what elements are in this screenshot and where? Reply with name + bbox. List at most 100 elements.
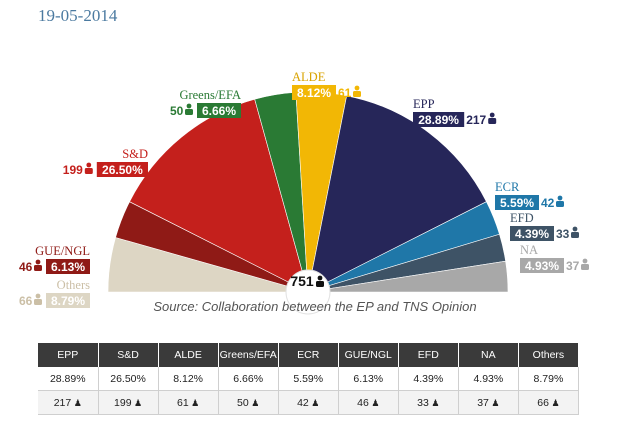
pct-value-alde: 8.12% <box>297 86 331 100</box>
slice-na <box>307 260 509 293</box>
person-icon <box>84 162 93 174</box>
seats-value-s-d: 199 <box>63 163 83 177</box>
person-icon <box>581 258 589 270</box>
seats-value-gue-ngl: 46 <box>19 260 33 274</box>
column-header-gue-ngl: GUE/NGL <box>338 343 399 367</box>
seats-cell-value: 33 <box>417 396 429 409</box>
column-header-s-d: S&D <box>98 343 159 367</box>
table-row-seats: 217 ♟ 199 ♟ 61 ♟ 50 ♟ 42 ♟ 46 ♟ 33 ♟ 37 ♟ 66 ♟ <box>38 390 580 415</box>
seats-cell: 33 ♟ <box>398 390 459 415</box>
seats-cell: 217 ♟ <box>38 390 99 415</box>
seats-cell-value: 37 <box>477 396 489 409</box>
seats-value-ecr: 42 <box>541 196 555 210</box>
person-icon <box>571 226 579 238</box>
pct-box-alde <box>292 85 336 100</box>
seats-cell: 50 ♟ <box>218 390 279 415</box>
person-icon: ♟ <box>131 397 143 408</box>
pct-cell: 8.12% <box>158 367 219 391</box>
pct-cell: 6.13% <box>338 367 399 391</box>
column-header-ecr: ECR <box>278 343 339 367</box>
column-header-epp: EPP <box>38 343 99 367</box>
pct-box-greens-efa <box>197 103 241 118</box>
pct-cell: 8.79% <box>518 367 580 391</box>
person-icon <box>316 275 324 287</box>
total-seats-value: 751 <box>290 273 314 289</box>
results-table: EPP S&D ALDE Greens/EFA ECR GUE/NGL EFD NA Other… <box>38 343 580 415</box>
seats-cell-value: 50 <box>237 396 249 409</box>
seats-value-alde: 61 <box>338 86 352 100</box>
source-note: Source: Collaboration between the EP and… <box>153 299 477 314</box>
party-name-ecr: ECR <box>495 180 520 194</box>
party-name-s-d: S&D <box>122 147 148 161</box>
party-name-na: NA <box>520 243 538 257</box>
seats-value-epp: 217 <box>466 113 486 127</box>
pct-value-efd: 4.39% <box>515 227 549 241</box>
pct-box-gue-ngl <box>46 259 90 274</box>
seats-cell: 199 ♟ <box>98 390 159 415</box>
label-s-d: S&D 26.50% 199 <box>63 147 148 177</box>
seats-cell-value: 217 <box>53 396 72 409</box>
seats-value-na: 37 <box>566 259 580 273</box>
label-efd: EFD 4.39% 33 <box>510 211 579 241</box>
pct-box-others <box>46 293 90 308</box>
person-icon: ♟ <box>488 397 500 408</box>
party-name-efd: EFD <box>510 211 534 225</box>
person-icon <box>34 259 42 271</box>
party-name-others: Others <box>57 278 90 292</box>
column-header-alde: ALDE <box>158 343 219 367</box>
label-epp: EPP 28.89% 217 <box>413 97 497 127</box>
seats-cell-value: 42 <box>297 396 309 409</box>
person-icon: ♟ <box>188 397 200 408</box>
pct-box-na <box>520 258 564 273</box>
seats-cell: 66 ♟ <box>518 390 580 415</box>
column-header-na: NA <box>458 343 519 367</box>
pct-cell: 26.50% <box>98 367 159 391</box>
column-header-efd: EFD <box>398 343 459 367</box>
label-others: Others 8.79% 66 <box>19 278 90 308</box>
person-icon: ♟ <box>71 397 82 408</box>
seats-cell-value: 46 <box>357 396 369 409</box>
pct-cell: 6.66% <box>218 367 279 391</box>
pct-value-epp: 28.89% <box>418 113 459 127</box>
pct-value-others: 8.79% <box>51 294 85 308</box>
person-icon <box>34 293 42 305</box>
pct-value-s-d: 26.50% <box>102 163 143 177</box>
pct-cell: 5.59% <box>278 367 339 391</box>
pct-value-na: 4.93% <box>525 259 559 273</box>
label-gue-ngl: GUE/NGL 6.13% 46 <box>19 244 90 274</box>
pct-cell: 4.39% <box>398 367 459 391</box>
seats-value-efd: 33 <box>556 227 570 241</box>
pct-box-s-d <box>96 162 148 177</box>
date-label: 19-05-2014 <box>38 6 118 25</box>
person-icon <box>556 195 564 207</box>
pct-cell: 4.93% <box>458 367 519 391</box>
person-icon <box>488 112 497 124</box>
person-icon: ♟ <box>428 397 440 408</box>
label-greens-efa: Greens/EFA 6.66% 50 <box>170 88 241 118</box>
seats-value-greens-efa: 50 <box>170 104 184 118</box>
total-seats-badge: 751 <box>285 269 331 315</box>
seats-cell: 61 ♟ <box>158 390 219 415</box>
hemicycle-chart: Others 8.79% 66 GUE/NGL 6.13% 46 S&D 26.50% 199 G… <box>19 70 589 315</box>
column-header-others: Others <box>518 343 580 367</box>
seats-cell: 46 ♟ <box>338 390 399 415</box>
pct-cell: 28.89% <box>38 367 99 391</box>
pct-box-ecr <box>495 195 539 210</box>
pct-box-epp <box>413 112 465 127</box>
slice-s-d <box>129 98 309 293</box>
seats-cell-value: 61 <box>176 396 189 409</box>
person-icon: ♟ <box>308 397 320 408</box>
seats-cell: 37 ♟ <box>458 390 519 415</box>
seats-cell: 42 ♟ <box>278 390 339 415</box>
pct-value-gue-ngl: 6.13% <box>51 260 85 274</box>
seats-cell-value: 66 <box>537 396 549 409</box>
person-icon: ♟ <box>248 397 260 408</box>
label-alde: ALDE 8.12% 61 <box>292 70 361 100</box>
table-header-row: EPP S&D ALDE Greens/EFA ECR GUE/NGL EFD NA Other… <box>38 343 580 367</box>
person-icon: ♟ <box>368 397 380 408</box>
party-name-greens-efa: Greens/EFA <box>179 88 241 102</box>
table-row-percentages: 28.89% 26.50% 8.12% 6.66% 5.59% 6.13% 4.39% 4.9… <box>38 367 580 391</box>
party-name-epp: EPP <box>413 97 435 111</box>
column-header-greens-efa: Greens/EFA <box>218 343 279 367</box>
person-icon <box>353 85 361 97</box>
